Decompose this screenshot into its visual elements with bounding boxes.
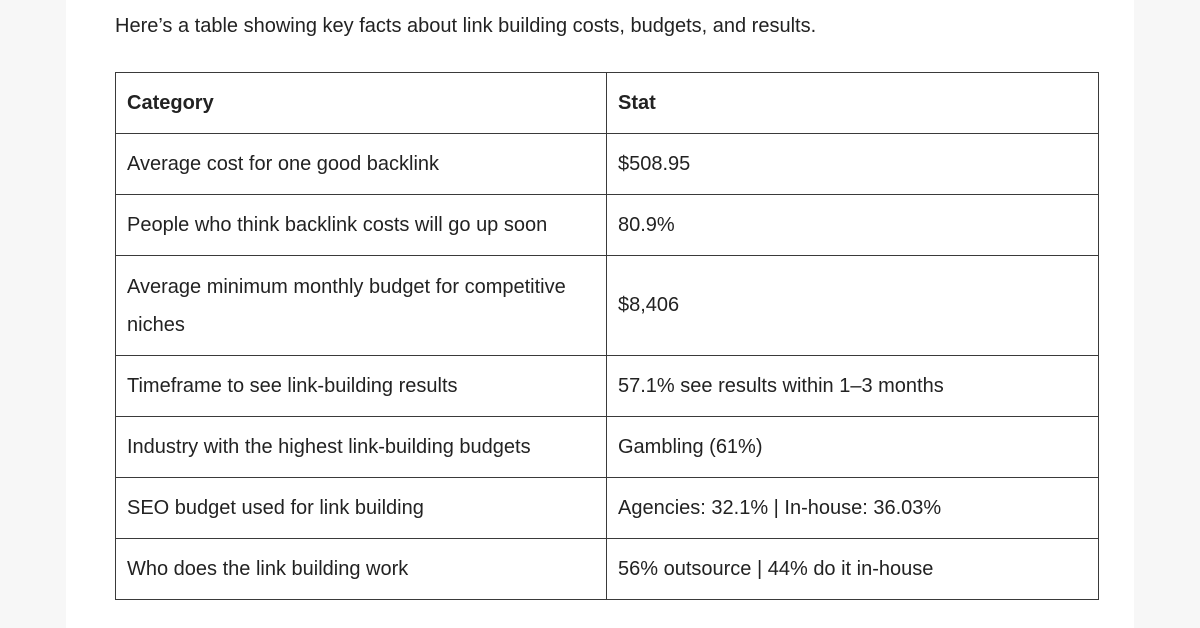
stat-cell: $8,406 [606, 255, 1099, 356]
stat-cell: Agencies: 32.1% | In-house: 36.03% [606, 477, 1099, 539]
table-row: Average minimum monthly budget for compe… [115, 255, 1099, 356]
table-row: Who does the link building work 56% outs… [115, 538, 1099, 600]
table-row: People who think backlink costs will go … [115, 194, 1099, 256]
column-header-category: Category [115, 72, 607, 134]
category-cell: Average minimum monthly budget for compe… [115, 255, 607, 356]
category-cell: Industry with the highest link-building … [115, 416, 607, 478]
stat-cell: Gambling (61%) [606, 416, 1099, 478]
stat-cell: 80.9% [606, 194, 1099, 256]
intro-paragraph: Here’s a table showing key facts about l… [115, 15, 817, 37]
stat-cell: 57.1% see results within 1–3 months [606, 355, 1099, 417]
link-building-stats-table: Category Stat Average cost for one good … [115, 72, 1099, 600]
category-cell: Average cost for one good backlink [115, 133, 607, 195]
category-cell: SEO budget used for link building [115, 477, 607, 539]
category-cell: Timeframe to see link-building results [115, 355, 607, 417]
stat-cell: $508.95 [606, 133, 1099, 195]
article-content: Here’s a table showing key facts about l… [66, 0, 1134, 628]
table-row: Timeframe to see link-building results 5… [115, 355, 1099, 417]
category-cell: People who think backlink costs will go … [115, 194, 607, 256]
table-row: Average cost for one good backlink $508.… [115, 133, 1099, 195]
column-header-stat: Stat [606, 72, 1099, 134]
table-row: SEO budget used for link building Agenci… [115, 477, 1099, 539]
category-cell: Who does the link building work [115, 538, 607, 600]
table-header-row: Category Stat [115, 72, 1099, 134]
stat-cell: 56% outsource | 44% do it in-house [606, 538, 1099, 600]
table-row: Industry with the highest link-building … [115, 416, 1099, 478]
